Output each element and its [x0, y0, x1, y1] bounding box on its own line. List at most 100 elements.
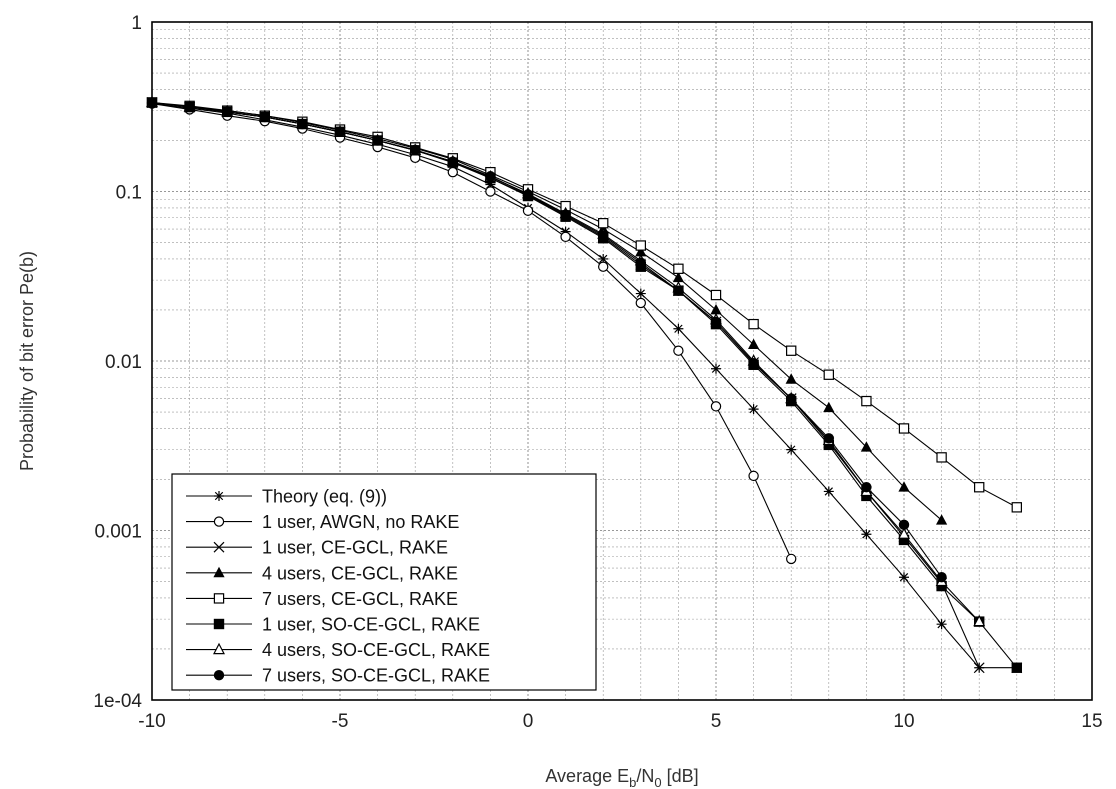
legend-label: 7 users, CE-GCL, RAKE	[262, 589, 458, 609]
data-point	[673, 345, 684, 356]
data-point	[522, 205, 534, 216]
data-point	[710, 316, 722, 328]
data-point	[710, 289, 722, 301]
data-point	[861, 482, 872, 493]
data-point	[635, 257, 646, 268]
data-point	[898, 481, 910, 492]
data-point	[786, 393, 797, 404]
x-axis-title-sub-0: 0	[654, 775, 661, 789]
data-point	[748, 338, 760, 349]
x-axis-title-sub-b: b	[629, 775, 636, 789]
x-tick-label: -10	[138, 711, 165, 732]
data-point	[899, 572, 909, 583]
legend-marker	[213, 516, 225, 527]
data-point	[823, 433, 834, 444]
data-point	[334, 126, 346, 138]
legend-label: 7 users, SO-CE-GCL, RAKE	[262, 666, 490, 686]
data-point	[598, 230, 609, 241]
tick-labels: -10 -5 0 5 10 15 1 0.1 0.01 0.001 1e-04	[93, 13, 1102, 732]
y-tick-label: 0.001	[94, 522, 142, 543]
x-tick-label: 5	[711, 711, 722, 732]
legend-label: 1 user, SO-CE-GCL, RAKE	[262, 615, 480, 635]
y-axis-title: Probability of bit error Pe(b)	[17, 251, 37, 471]
series-line	[151, 101, 943, 578]
x-tick-label: 0	[523, 711, 534, 732]
data-point	[522, 189, 534, 200]
data-point	[410, 144, 421, 156]
data-point	[560, 231, 571, 243]
legend-item: 1 user, AWGN, no RAKE	[186, 512, 459, 532]
x-axis-title-mid: /N	[636, 766, 654, 786]
series-line	[151, 101, 1018, 508]
data-point	[823, 401, 835, 413]
data-point	[710, 303, 722, 315]
data-point	[861, 395, 872, 407]
data-point	[222, 106, 233, 118]
data-point	[786, 444, 797, 455]
data-point	[598, 253, 609, 264]
series-line	[151, 103, 792, 560]
x-tick-label: 15	[1081, 711, 1102, 732]
y-tick-label: 1	[131, 13, 142, 34]
data-point	[936, 572, 947, 583]
data-point	[673, 263, 684, 274]
data-point	[936, 452, 947, 463]
plot-frame	[151, 21, 1093, 701]
data-point	[1011, 662, 1022, 673]
legend-marker	[213, 541, 225, 553]
data-point	[973, 482, 985, 493]
data-point	[184, 101, 195, 113]
legend-item: 7 users, CE-GCL, RAKE	[186, 589, 458, 609]
y-tick-label: 0.1	[116, 183, 142, 204]
data-point	[711, 363, 721, 374]
legend-box	[171, 473, 597, 691]
data-point	[786, 553, 797, 565]
data-point	[823, 486, 834, 497]
data-point	[1011, 502, 1023, 513]
legend-marker	[213, 593, 225, 604]
data-point	[861, 529, 872, 540]
data-point	[598, 261, 609, 272]
data-point	[748, 358, 759, 369]
data-point	[748, 318, 759, 330]
x-tick-label: -5	[332, 711, 349, 732]
legend-marker	[213, 670, 225, 681]
legend-label: 1 user, AWGN, no RAKE	[262, 512, 459, 532]
data-point	[560, 226, 571, 237]
data-point	[785, 373, 797, 384]
data-point	[297, 118, 308, 130]
data-point	[485, 186, 496, 197]
data-point	[673, 285, 684, 296]
data-point	[860, 441, 872, 452]
x-tick-label: 10	[893, 711, 914, 732]
x-axis-title: Average Eb/N0 [dB]	[545, 766, 698, 789]
data-point	[710, 401, 722, 412]
data-point	[485, 171, 496, 182]
data-point	[447, 156, 458, 167]
series-layer	[146, 95, 1023, 674]
data-point	[485, 179, 496, 190]
x-axis-title-prefix: Average E	[545, 766, 629, 786]
legend-item: 4 users, CE-GCL, RAKE	[186, 563, 458, 583]
y-tick-label: 0.01	[105, 352, 142, 373]
data-point	[936, 514, 948, 525]
legend-label: Theory (eq. (9))	[262, 487, 387, 507]
data-point	[898, 527, 910, 539]
data-point	[973, 614, 986, 627]
data-point	[898, 534, 910, 546]
data-point	[673, 323, 684, 334]
legend-marker	[213, 618, 225, 630]
legend-item: 7 users, SO-CE-GCL, RAKE	[186, 666, 490, 686]
data-point	[823, 369, 835, 380]
data-point	[785, 345, 797, 356]
data-point	[447, 166, 458, 178]
data-point	[635, 240, 647, 251]
legend-label: 4 users, CE-GCL, RAKE	[262, 563, 458, 583]
data-point	[635, 245, 647, 257]
data-point	[973, 662, 985, 674]
legend-label: 4 users, SO-CE-GCL, RAKE	[262, 640, 490, 660]
data-point	[898, 423, 910, 434]
data-point	[748, 404, 759, 415]
data-point	[898, 519, 910, 531]
